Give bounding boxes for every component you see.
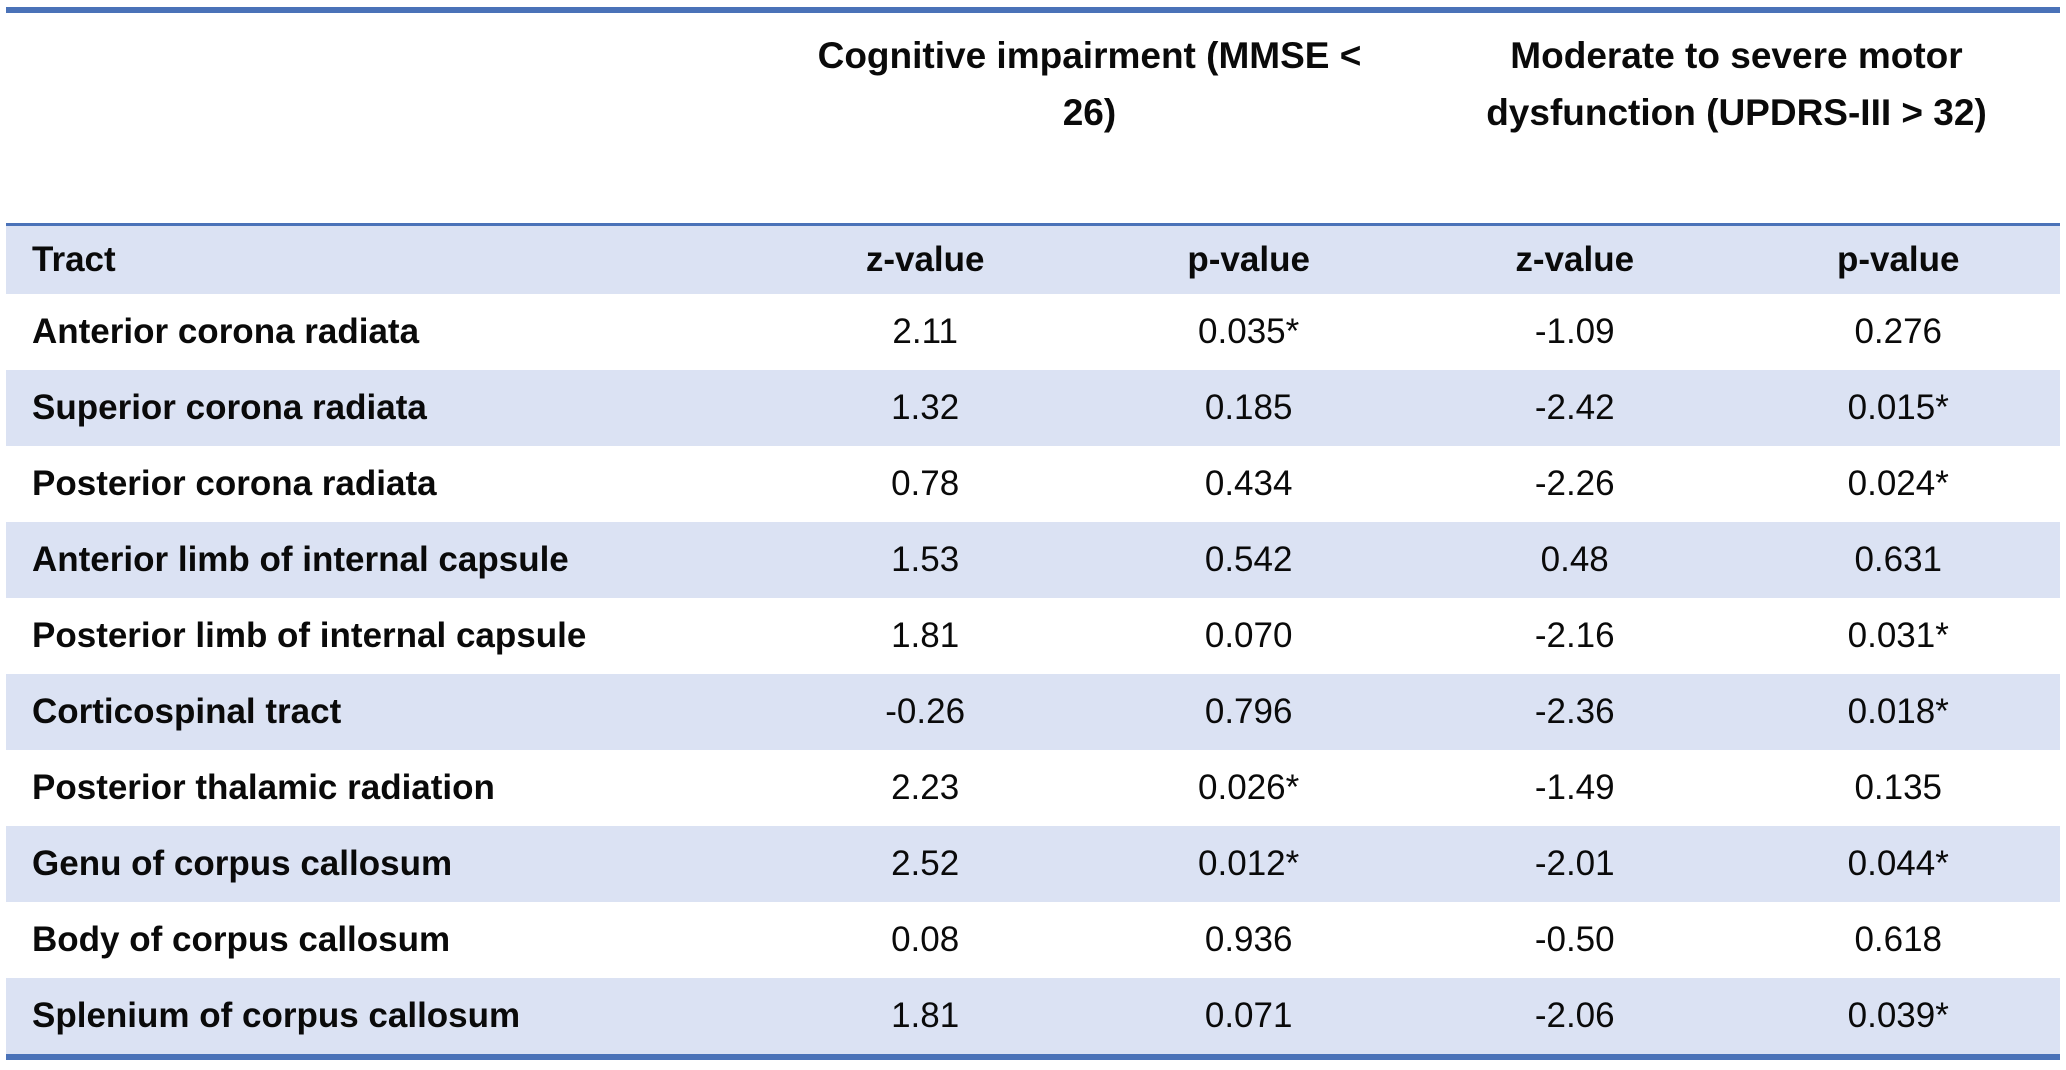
p-value-cell: 0.185 — [1204, 388, 1293, 427]
group-header-motor: Moderate to severe motor dysfunction (UP… — [1412, 10, 2060, 225]
table-row-posterior-limb-internal-capsule: Posterior limb of internal capsule 1.81 … — [6, 598, 2060, 674]
column-header-row: Tract z-value p-value z-value p-value — [6, 223, 2060, 294]
table-row-splenium-corpus-callosum: Splenium of corpus callosum 1.81 0.071 -… — [6, 978, 2060, 1057]
tract-name-cell: Body of corpus callosum — [32, 920, 451, 959]
z-value-cell: -0.50 — [1534, 920, 1615, 959]
tract-name-cell: Posterior thalamic radiation — [32, 768, 495, 807]
z-value-cell: -1.49 — [1534, 768, 1615, 807]
table-row-genu-corpus-callosum: Genu of corpus callosum 2.52 0.012* -2.0… — [6, 826, 2060, 902]
z-value-cell: 1.81 — [891, 996, 960, 1035]
z-value-cell: 0.48 — [1540, 540, 1609, 579]
p-value-cell: 0.024* — [1847, 464, 1949, 503]
p-value-cell: 0.035* — [1198, 312, 1300, 351]
p-value-cell: 0.071 — [1204, 996, 1293, 1035]
column-header-zvalue-cognitive: z-value — [765, 223, 1085, 294]
p-value-cell: 0.796 — [1204, 692, 1293, 731]
group-header-cognitive: Cognitive impairment (MMSE < 26) — [765, 10, 1413, 225]
p-value-cell: 0.012* — [1198, 844, 1300, 883]
p-value-cell: 0.276 — [1854, 312, 1943, 351]
tract-name-cell: Posterior limb of internal capsule — [32, 616, 587, 655]
p-value-cell: 0.631 — [1854, 540, 1943, 579]
table-row-anterior-limb-internal-capsule: Anterior limb of internal capsule 1.53 0… — [6, 522, 2060, 598]
z-value-cell: 1.81 — [891, 616, 960, 655]
table-row-posterior-corona-radiata: Posterior corona radiata 0.78 0.434 -2.2… — [6, 446, 2060, 522]
column-header-zvalue-motor: z-value — [1412, 223, 1737, 294]
tract-name-cell: Superior corona radiata — [32, 388, 427, 427]
table-row-corticospinal-tract: Corticospinal tract -0.26 0.796 -2.36 0.… — [6, 674, 2060, 750]
column-header-pvalue-motor: p-value — [1736, 223, 2060, 294]
p-value-cell: 0.031* — [1847, 616, 1949, 655]
z-value-cell: 1.32 — [891, 388, 960, 427]
table-row-anterior-corona-radiata: Anterior corona radiata 2.11 0.035* -1.0… — [6, 294, 2060, 370]
z-value-cell: -1.09 — [1534, 312, 1615, 351]
p-value-cell: 0.135 — [1854, 768, 1943, 807]
p-value-cell: 0.044* — [1847, 844, 1949, 883]
z-value-cell: -2.26 — [1534, 464, 1615, 503]
table-row-superior-corona-radiata: Superior corona radiata 1.32 0.185 -2.42… — [6, 370, 2060, 446]
z-value-cell: 0.08 — [891, 920, 960, 959]
p-value-cell: 0.936 — [1204, 920, 1293, 959]
z-value-cell: 1.53 — [891, 540, 960, 579]
group-header-spacer — [6, 10, 766, 225]
z-value-cell: 2.23 — [891, 768, 960, 807]
tract-name-cell: Splenium of corpus callosum — [32, 996, 521, 1035]
p-value-cell: 0.026* — [1198, 768, 1300, 807]
p-value-cell: 0.018* — [1847, 692, 1949, 731]
p-value-cell: 0.618 — [1854, 920, 1943, 959]
tract-statistics-table: Cognitive impairment (MMSE < 26) Moderat… — [6, 7, 2060, 1060]
z-value-cell: 0.78 — [891, 464, 960, 503]
tract-name-cell: Anterior limb of internal capsule — [32, 540, 569, 579]
z-value-cell: 2.52 — [891, 844, 960, 883]
z-value-cell: -2.36 — [1534, 692, 1615, 731]
table-row-posterior-thalamic-radiation: Posterior thalamic radiation 2.23 0.026*… — [6, 750, 2060, 826]
z-value-cell: 2.11 — [892, 312, 958, 351]
tract-name-cell: Corticospinal tract — [32, 692, 342, 731]
z-value-cell: -0.26 — [885, 692, 966, 731]
p-value-cell: 0.070 — [1204, 616, 1293, 655]
tract-name-cell: Genu of corpus callosum — [32, 844, 453, 883]
column-header-tract: Tract — [6, 223, 766, 294]
column-header-pvalue-cognitive: p-value — [1084, 223, 1413, 294]
z-value-cell: -2.16 — [1534, 616, 1615, 655]
z-value-cell: -2.42 — [1534, 388, 1615, 427]
p-value-cell: 0.015* — [1847, 388, 1949, 427]
z-value-cell: -2.06 — [1534, 996, 1615, 1035]
group-header-row: Cognitive impairment (MMSE < 26) Moderat… — [6, 10, 2060, 225]
tract-name-cell: Anterior corona radiata — [32, 312, 420, 351]
tract-name-cell: Posterior corona radiata — [32, 464, 437, 503]
z-value-cell: -2.01 — [1534, 844, 1615, 883]
table-row-body-corpus-callosum: Body of corpus callosum 0.08 0.936 -0.50… — [6, 902, 2060, 978]
p-value-cell: 0.542 — [1204, 540, 1293, 579]
p-value-cell: 0.434 — [1204, 464, 1293, 503]
p-value-cell: 0.039* — [1847, 996, 1949, 1035]
